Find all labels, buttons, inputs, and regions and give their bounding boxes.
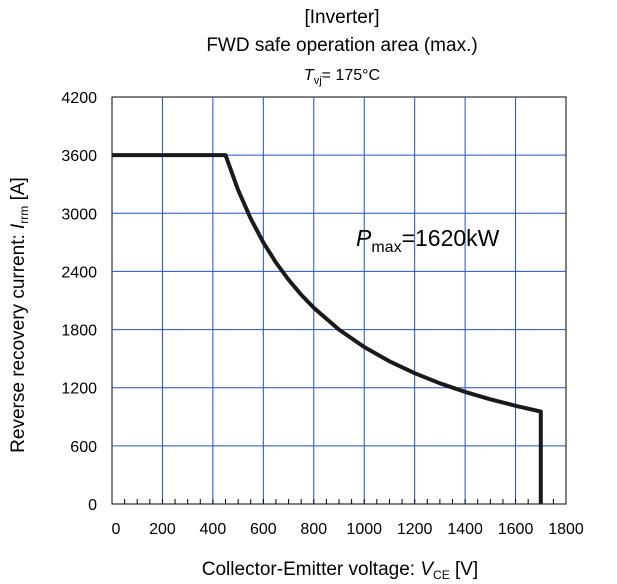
condition-label: Tvj= 175°C xyxy=(304,67,380,87)
x-tick-label-9: 1800 xyxy=(548,521,584,538)
y-tick-label-4: 2400 xyxy=(61,264,97,281)
pmax-annotation: Pmax=1620kW xyxy=(356,225,500,256)
x-tick-label-1: 200 xyxy=(149,521,176,538)
y-tick-label-1: 600 xyxy=(70,439,97,456)
y-tick-label-0: 0 xyxy=(88,497,97,514)
x-tick-label-5: 1000 xyxy=(346,521,382,538)
soa-curve xyxy=(112,153,543,504)
x-tick-label-2: 400 xyxy=(200,521,227,538)
x-tick-labels: 0 200 400 600 800 1000 1200 1400 1600 1800 xyxy=(112,521,584,538)
x-tick-label-3: 600 xyxy=(250,521,277,538)
chart-subtitle: FWD safe operation area (max.) xyxy=(206,35,477,56)
y-tick-label-6: 3600 xyxy=(61,148,97,165)
y-tick-label-2: 1200 xyxy=(61,381,97,398)
minor-ticks xyxy=(124,499,554,504)
x-tick-label-7: 1400 xyxy=(447,521,483,538)
x-tick-label-0: 0 xyxy=(112,521,121,538)
y-tick-label-7: 4200 xyxy=(61,90,97,107)
y-tick-label-5: 3000 xyxy=(61,206,97,223)
grid xyxy=(112,97,566,504)
x-tick-label-8: 1600 xyxy=(498,521,534,538)
x-tick-label-4: 800 xyxy=(300,521,327,538)
plot-area xyxy=(111,96,567,505)
x-axis-label: Collector-Emitter voltage: VCE [V] xyxy=(202,559,478,582)
y-axis-label: Reverse recovery current: Irrm [A] xyxy=(8,177,31,453)
y-tick-labels: 0 600 1200 1800 2400 3000 3600 4200 xyxy=(61,90,97,514)
y-tick-label-3: 1800 xyxy=(61,323,97,340)
chart-title: [Inverter] xyxy=(305,7,380,28)
x-tick-label-6: 1200 xyxy=(397,521,433,538)
